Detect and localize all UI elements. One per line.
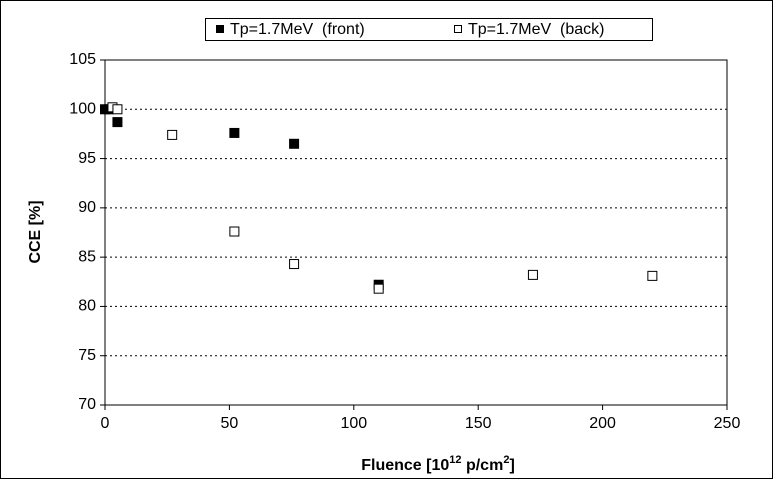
data-point <box>167 129 178 140</box>
data-point <box>229 127 240 138</box>
y-tick-label: 80 <box>78 298 96 315</box>
x-axis-label-part: ] <box>509 457 514 474</box>
x-axis-label-part: Fluence [10 <box>361 457 449 474</box>
x-tick-label: 150 <box>465 415 492 432</box>
legend-marker <box>454 25 462 33</box>
legend-label: Tp=1.7MeV (front) <box>230 21 365 38</box>
data-point <box>289 259 300 270</box>
legend-box <box>205 18 653 41</box>
y-axis-label: CCE [%] <box>27 200 44 263</box>
legend-label: Tp=1.7MeV (back) <box>468 21 605 38</box>
x-tick-label: 0 <box>101 415 110 432</box>
x-axis-label-part: p/cm <box>462 457 504 474</box>
data-point <box>229 226 240 237</box>
y-tick-label: 105 <box>69 51 96 68</box>
x-axis-label: Fluence [1012 p/cm2] <box>361 454 515 474</box>
x-tick-label: 200 <box>589 415 616 432</box>
y-tick-label: 85 <box>78 248 96 265</box>
y-tick-label: 70 <box>78 396 96 413</box>
x-tick-label: 100 <box>340 415 367 432</box>
x-axis-label-part: 12 <box>449 454 461 466</box>
x-tick-label: 50 <box>221 415 239 432</box>
data-point <box>527 269 538 280</box>
plot-area <box>104 59 728 406</box>
data-point <box>289 138 300 149</box>
data-point <box>112 104 123 115</box>
x-axis-label-part: 2 <box>503 454 509 466</box>
x-tick-label: 250 <box>714 415 741 432</box>
y-tick-label: 90 <box>78 199 96 216</box>
y-tick-label: 100 <box>69 101 96 118</box>
y-tick-label: 95 <box>78 150 96 167</box>
data-point <box>647 270 658 281</box>
legend-marker <box>216 25 224 33</box>
y-tick-label: 75 <box>78 347 96 364</box>
data-point <box>373 283 384 294</box>
data-point <box>112 117 123 128</box>
